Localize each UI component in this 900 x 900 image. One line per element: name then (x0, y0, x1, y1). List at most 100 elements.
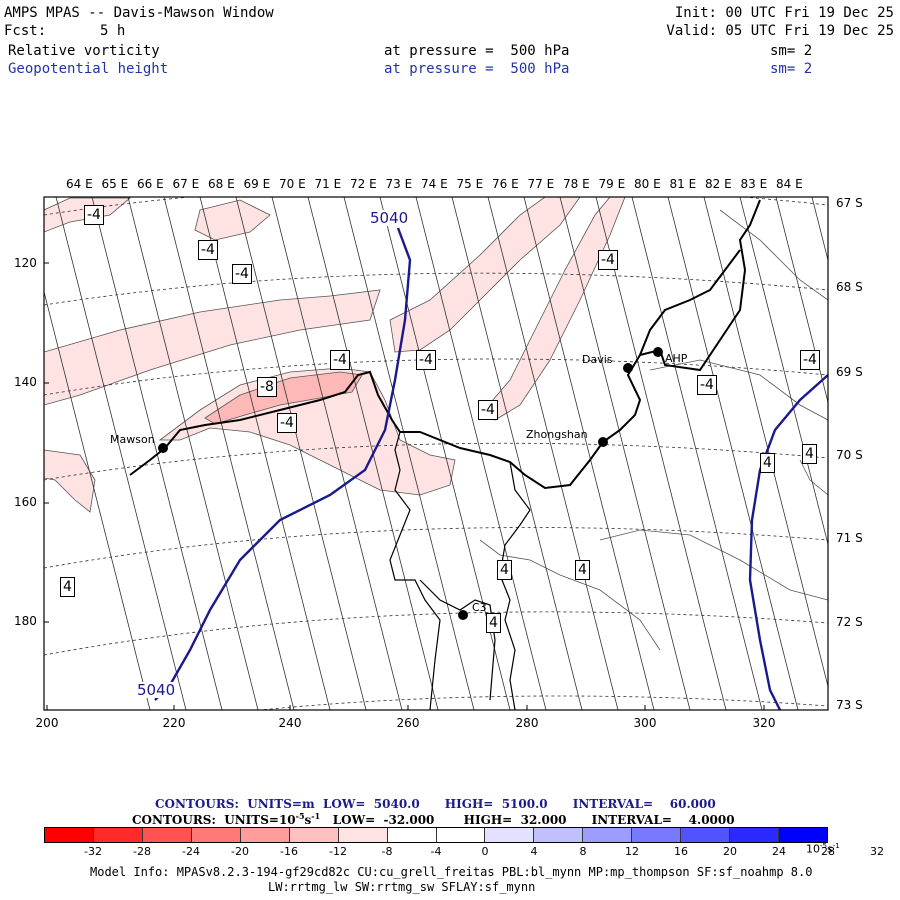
field2-pressure: at pressure = 500 hPa (384, 61, 570, 77)
y-tick-140: 140 (14, 375, 37, 389)
field1-pressure: at pressure = 500 hPa (384, 43, 570, 59)
colorbar-tick-label: 20 (723, 845, 737, 858)
map-frame (43, 196, 829, 711)
lon-label: 67 E (172, 177, 200, 191)
station-label-mawson: Mawson (110, 433, 155, 446)
ahp-marker (653, 347, 663, 357)
colorbar-tick-label: 4 (530, 845, 538, 858)
colorbar-units-s: s (826, 842, 833, 856)
lon-label: 70 E (279, 177, 306, 191)
lon-label: 71 E (314, 177, 342, 191)
lon-label: 82 E (705, 177, 732, 191)
lon-grid-line (487, 197, 619, 710)
lat-label-68s: 68 S (836, 280, 863, 294)
lon-label: 79 E (598, 177, 626, 191)
colorbar-tick-label: 24 (772, 845, 786, 858)
x-tick-280: 280 (515, 716, 539, 730)
colorbar-tick-label: -32 (84, 845, 102, 858)
x-tick-260: 260 (396, 716, 420, 730)
colorbar-tick-label: 16 (674, 845, 688, 858)
colorbar-units: 10-5s-1 (806, 842, 840, 856)
height-label-5040-bottom: 5040 (137, 681, 176, 699)
contour-info-s: s (304, 813, 312, 827)
colorbar-tick-label: 32 (870, 845, 884, 858)
lon-grid-line (775, 197, 828, 404)
colorbar-swatch (681, 828, 731, 842)
colorbar-swatch (191, 828, 241, 842)
contour-info-vorticity: CONTOURS: UNITS=10-5s-1 LOW= -32.000 HIG… (132, 811, 735, 827)
x-tick-200: 200 (35, 716, 59, 730)
colorbar-swatch (779, 828, 827, 842)
colorbar-tick-label: -24 (182, 845, 200, 858)
colorbar-swatch (387, 828, 437, 842)
field2-smoothing: sm= 2 (770, 61, 813, 77)
lon-grid-line (127, 197, 259, 710)
plot-title: AMPS MPAS -- Davis-Mawson Window (4, 5, 274, 21)
model-info-line2: LW:rrtmg_lw SW:rrtmg_sw SFLAY:sf_mynn (268, 880, 536, 894)
contour-info-rest: LOW= -32.000 HIGH= 32.000 INTERVAL= 4.00… (320, 813, 735, 827)
lon-label: 65 E (101, 177, 129, 191)
lon-grid-line (667, 197, 799, 710)
colorbar-tick-label: 0 (481, 845, 489, 858)
fcst-value: 5 h (100, 23, 126, 39)
vorticity-label: 4 (486, 613, 501, 633)
lon-label: 76 E (492, 177, 519, 191)
field1-name: Relative vorticity (8, 43, 160, 59)
colorbar-tick-label: -16 (280, 845, 298, 858)
colorbar-swatch (534, 828, 584, 842)
lat-label-73s: 73 S (836, 698, 863, 712)
colorbar-units-exp2: -1 (832, 842, 840, 850)
lon-label: 68 E (208, 177, 235, 191)
vorticity-label: 4 (497, 560, 512, 580)
vorticity-label: 4 (802, 444, 817, 464)
map-frame-bg (44, 197, 828, 710)
lon-grid-line (163, 197, 295, 710)
vorticity-label: -4 (800, 350, 820, 370)
colorbar-units-base: 10 (806, 842, 820, 856)
lat-label-72s: 72 S (836, 615, 863, 629)
lon-grid-line (631, 197, 763, 710)
colorbar-tick-label: -12 (329, 845, 347, 858)
lon-grid-line (199, 197, 331, 710)
contour-info-units: CONTOURS: UNITS=10 (132, 813, 296, 827)
zhongshan-marker (598, 437, 608, 447)
vorticity-label: -4 (198, 240, 218, 260)
x-tick-240: 240 (278, 716, 302, 730)
contour-info-height: CONTOURS: UNITS=m LOW= 5040.0 HIGH= 5100… (155, 797, 716, 811)
longitude-lines (44, 197, 828, 710)
lon-grid-line (451, 197, 583, 710)
vorticity-label: -4 (478, 400, 498, 420)
colorbar-tick-label: -8 (381, 845, 393, 858)
axis-ticks (44, 262, 765, 710)
vorticity-label: -4 (598, 250, 618, 270)
colorbar-swatch (142, 828, 192, 842)
colorbar-tick-label: 12 (625, 845, 639, 858)
lon-grid-line (271, 197, 403, 710)
station-label-zhongshan: Zhongshan (526, 428, 588, 441)
model-info-line1: Model Info: MPASv8.2.3-194-gf29cd82c CU:… (90, 865, 813, 879)
lon-label: 83 E (740, 177, 768, 191)
vorticity-label: -4 (277, 413, 297, 433)
colorbar (44, 827, 828, 843)
lon-label: 81 E (669, 177, 697, 191)
x-tick-220: 220 (162, 716, 186, 730)
vorticity-label: -8 (257, 377, 277, 397)
positive-vorticity-contours (479, 209, 828, 651)
colorbar-tick-label: 28 (821, 845, 835, 858)
lon-label: 69 E (243, 177, 271, 191)
davis-marker (623, 363, 633, 373)
colorbar-swatch (45, 828, 94, 842)
contour-info-exp1: -1 (311, 811, 321, 821)
c3-marker (458, 610, 468, 620)
colorbar-tick-label: 8 (579, 845, 587, 858)
colorbar-swatch (93, 828, 143, 842)
vorticity-label: 4 (60, 577, 75, 597)
station-label-davis: Davis (582, 353, 613, 366)
lon-grid-line (44, 290, 151, 710)
contour-info-exp5: -5 (295, 811, 305, 821)
lon-label: 75 E (456, 177, 484, 191)
lon-grid-line (523, 197, 655, 710)
mawson-marker (158, 443, 168, 453)
lon-label: 77 E (527, 177, 555, 191)
